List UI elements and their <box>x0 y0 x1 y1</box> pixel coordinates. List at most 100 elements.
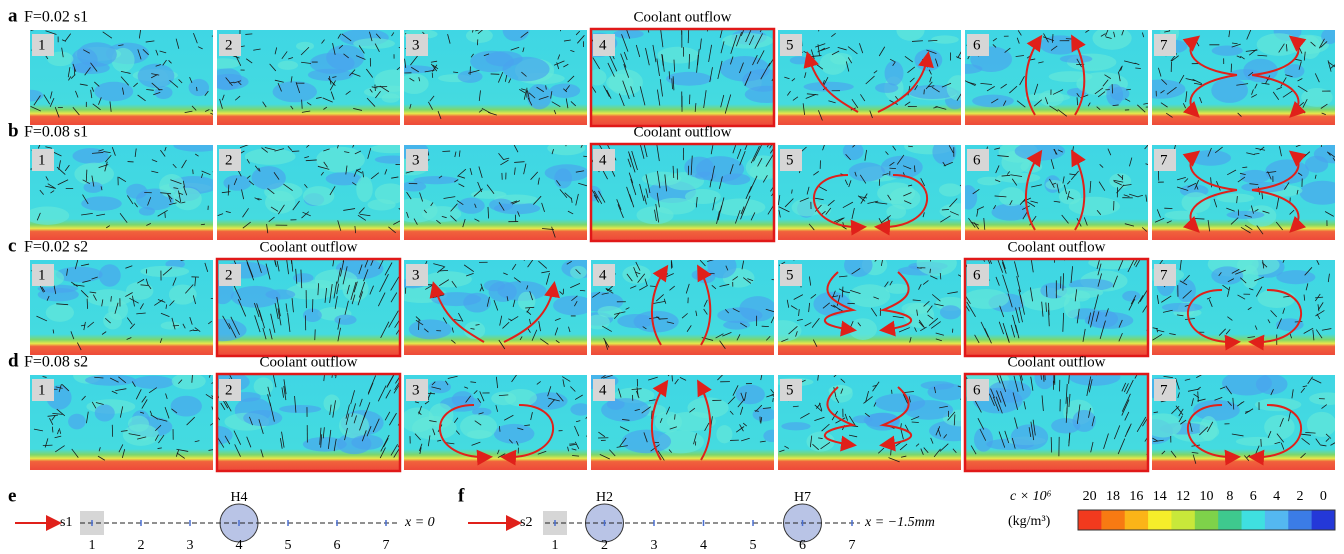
velocity-vector <box>744 78 749 86</box>
field-blob <box>1216 193 1255 203</box>
velocity-vector <box>847 46 858 55</box>
panel: 3 <box>404 260 587 355</box>
field-blob <box>173 145 213 152</box>
velocity-vector <box>322 427 325 439</box>
velocity-vector <box>153 92 161 96</box>
field-blob <box>863 412 900 428</box>
velocity-vector <box>158 418 168 422</box>
velocity-vector <box>1045 302 1047 312</box>
velocity-vector <box>1315 329 1323 339</box>
velocity-vector <box>1169 333 1176 336</box>
velocity-vector <box>1156 209 1161 218</box>
velocity-vector <box>118 376 127 384</box>
velocity-vector <box>500 159 509 166</box>
velocity-vector <box>1063 184 1067 195</box>
colorbar-segment <box>1171 510 1196 530</box>
velocity-vector <box>983 217 986 230</box>
velocity-vector <box>716 210 720 224</box>
velocity-vector <box>126 337 132 340</box>
velocity-vector <box>414 401 420 404</box>
velocity-vector <box>100 186 103 191</box>
panel-field <box>217 375 400 470</box>
velocity-vector <box>200 223 205 226</box>
velocity-vector <box>526 307 531 313</box>
velocity-vector <box>1089 180 1092 193</box>
field-blob <box>1034 375 1055 390</box>
velocity-vector <box>1315 296 1324 299</box>
velocity-vector <box>524 424 530 427</box>
field-blob <box>1181 192 1211 213</box>
velocity-vector <box>317 165 330 170</box>
velocity-vector <box>1310 41 1316 47</box>
velocity-vector <box>1297 78 1303 82</box>
panel: 5 <box>778 30 961 125</box>
velocity-vector <box>233 80 242 84</box>
velocity-vector <box>567 75 575 83</box>
velocity-vector <box>1244 224 1253 231</box>
flow-arrow <box>438 404 493 466</box>
velocity-vector <box>1199 426 1209 436</box>
field-blob <box>621 429 672 454</box>
field-blob <box>1239 169 1270 184</box>
velocity-vector <box>930 275 938 280</box>
velocity-vector <box>667 375 670 377</box>
velocity-vector <box>1135 260 1141 268</box>
velocity-vector <box>234 444 241 457</box>
velocity-vector <box>835 417 846 424</box>
velocity-vector <box>256 260 262 274</box>
velocity-vector <box>183 186 188 196</box>
field-blob <box>875 82 899 93</box>
velocity-vector <box>256 303 263 321</box>
velocity-vector <box>85 169 88 182</box>
velocity-vector <box>418 443 423 452</box>
velocity-vector <box>181 159 187 169</box>
velocity-vector <box>273 172 280 180</box>
field-blob <box>1226 210 1265 219</box>
velocity-vector <box>1129 157 1133 167</box>
panel-field <box>404 375 587 470</box>
velocity-vector <box>329 186 336 196</box>
velocity-vector <box>80 263 90 267</box>
velocity-vector <box>1286 44 1288 52</box>
velocity-vector <box>1016 100 1026 108</box>
velocity-vector <box>487 206 490 219</box>
velocity-vector <box>1193 82 1203 86</box>
panel-number: 5 <box>786 267 794 283</box>
velocity-vector <box>1051 182 1057 185</box>
velocity-vector <box>992 396 1000 412</box>
velocity-vector <box>997 260 1004 273</box>
velocity-vector <box>842 291 851 294</box>
velocity-vector <box>337 327 341 342</box>
velocity-vector <box>159 338 163 344</box>
velocity-vector <box>115 388 127 392</box>
velocity-vector <box>654 209 657 221</box>
velocity-vector <box>384 169 388 175</box>
velocity-vector <box>1112 275 1118 288</box>
velocity-vector <box>160 149 166 157</box>
velocity-vector <box>1142 32 1145 38</box>
row-letter: b <box>8 120 19 141</box>
velocity-vector <box>571 295 578 302</box>
velocity-vector <box>443 196 456 199</box>
velocity-vector <box>367 148 372 159</box>
velocity-vector <box>357 291 364 306</box>
velocity-vector <box>872 385 877 387</box>
velocity-vector <box>245 58 253 64</box>
panel-number: 1 <box>38 382 46 398</box>
velocity-vector <box>1157 329 1165 333</box>
velocity-vector <box>1068 393 1071 408</box>
velocity-vector <box>593 190 603 205</box>
velocity-vector <box>1118 319 1123 328</box>
panel-number-box <box>219 149 241 171</box>
velocity-vector <box>300 269 303 289</box>
field-blob <box>98 264 121 287</box>
velocity-vector <box>1067 180 1071 185</box>
velocity-vector <box>514 167 516 175</box>
velocity-vector <box>414 433 421 441</box>
velocity-vector <box>554 327 559 336</box>
field-blob <box>1190 150 1232 166</box>
velocity-vector <box>790 305 798 310</box>
velocity-vector <box>129 323 136 330</box>
velocity-vector <box>639 183 645 202</box>
field-blob <box>1211 45 1243 56</box>
